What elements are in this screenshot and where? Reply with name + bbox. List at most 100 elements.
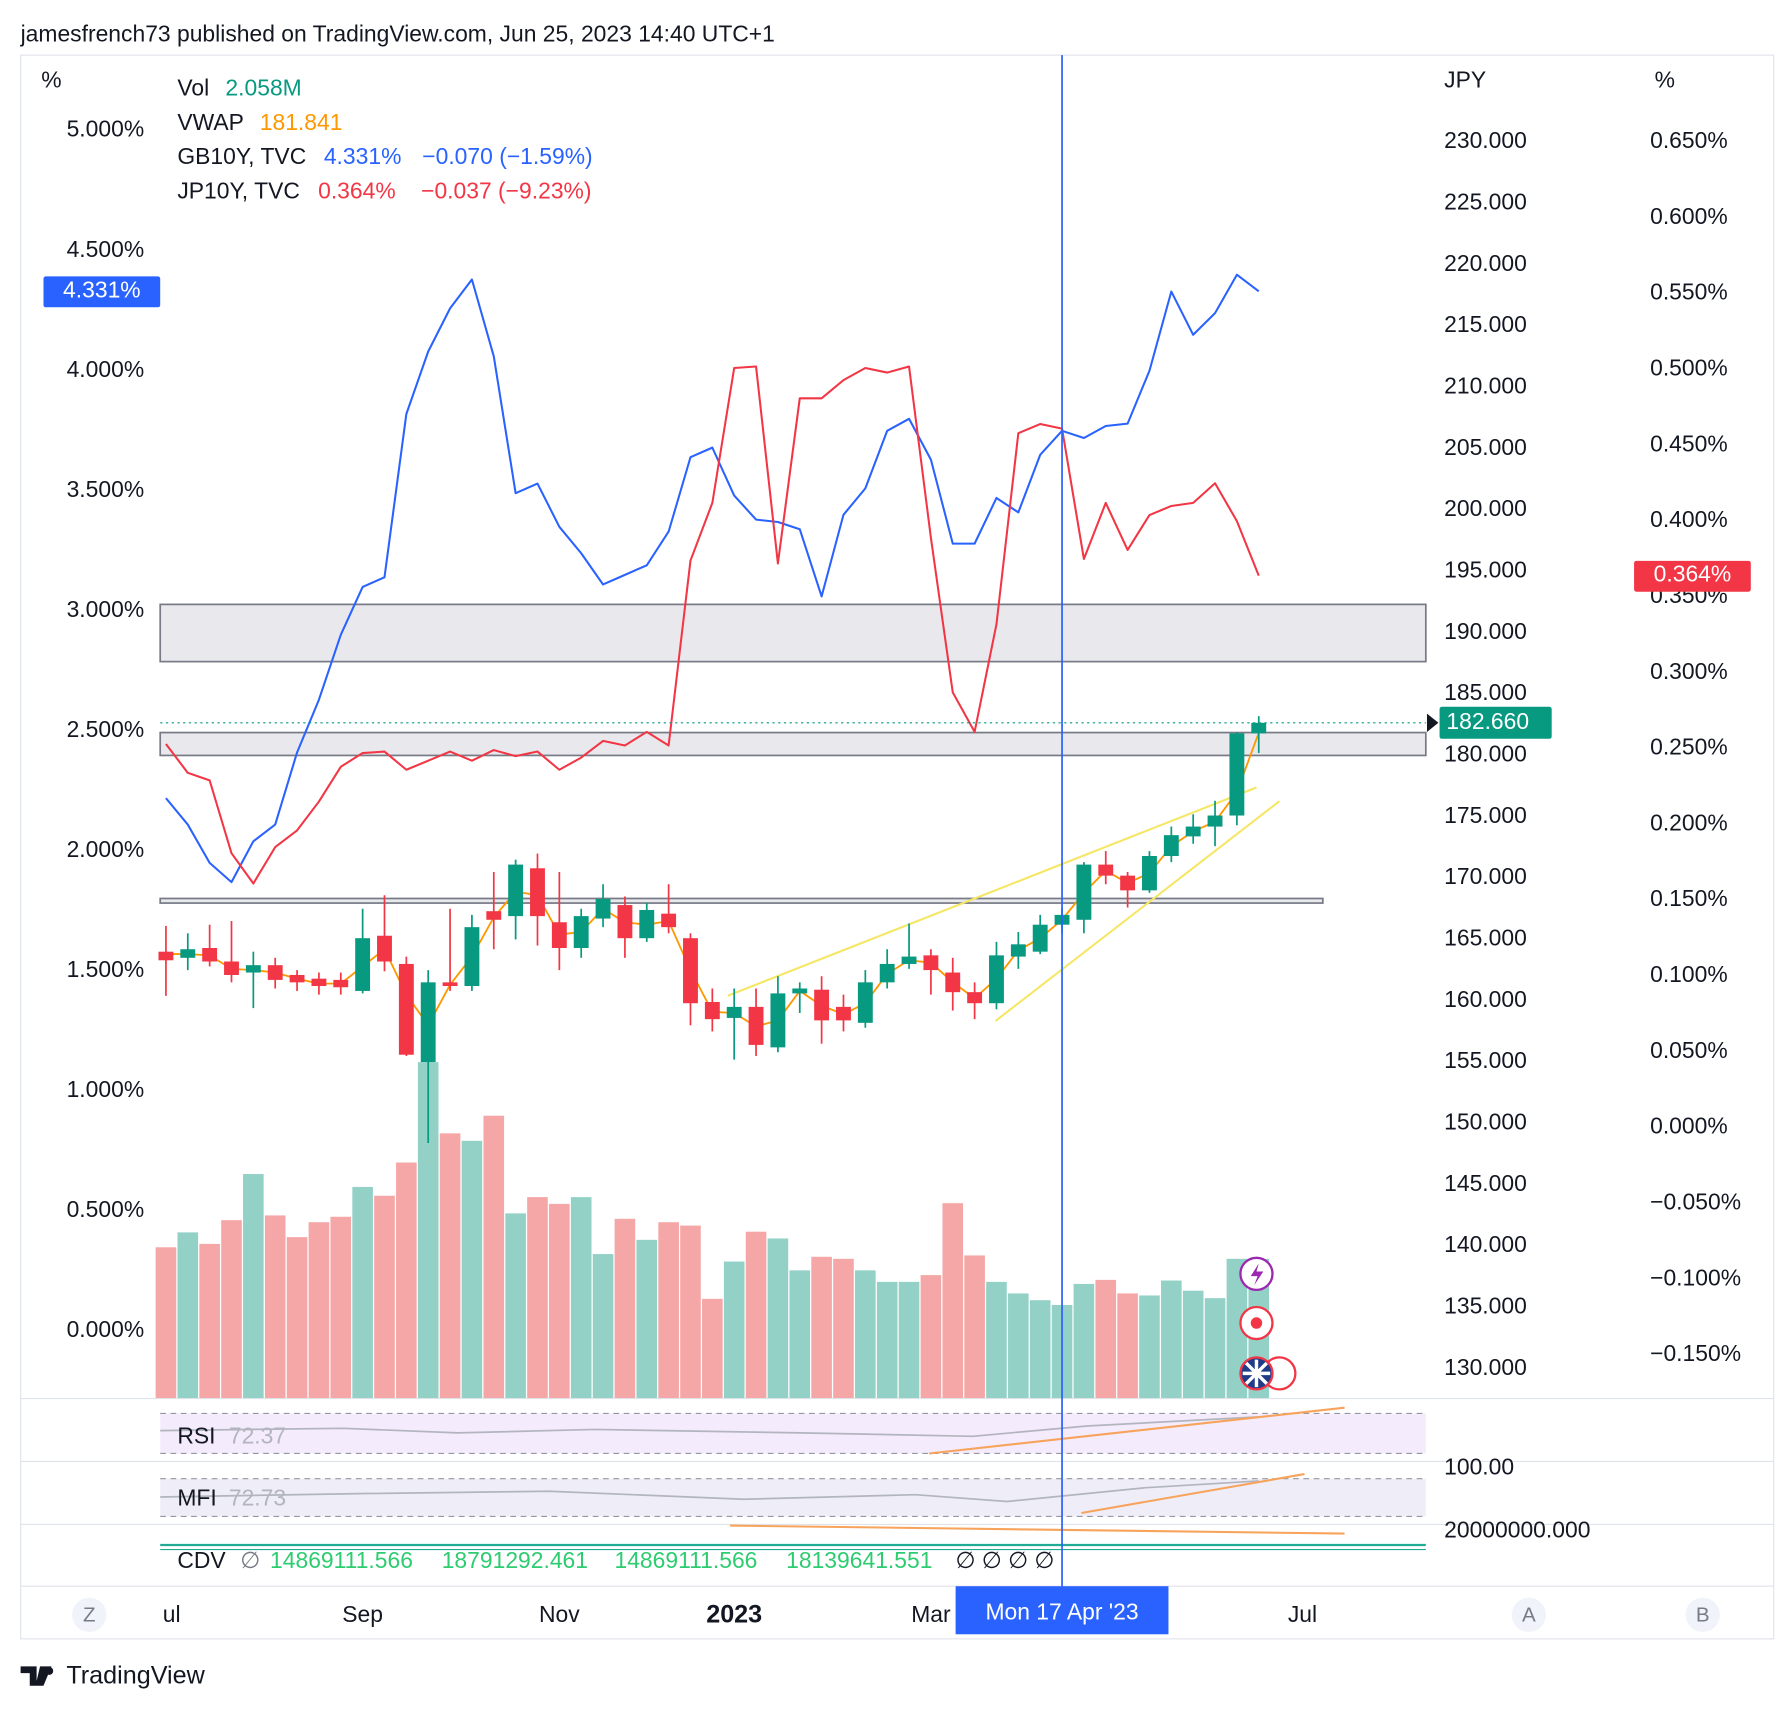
line-series	[165, 732, 1260, 1028]
volume-bar	[483, 1115, 505, 1399]
rsi-line	[160, 1416, 1259, 1438]
candle-body	[1229, 733, 1245, 816]
panel-name: MFI	[177, 1484, 216, 1510]
x-tick-label: Jul	[1288, 1601, 1317, 1627]
tick-label: 145.000	[1444, 1170, 1527, 1196]
volume-bar	[243, 1174, 264, 1399]
zone	[159, 603, 1427, 663]
volume-bar	[330, 1216, 352, 1399]
tick-label: 190.000	[1444, 618, 1527, 644]
volume-bar	[1095, 1279, 1117, 1399]
trend-line	[727, 786, 1257, 997]
candle-body	[530, 868, 545, 917]
candle-body	[683, 938, 698, 1004]
candle-body	[704, 1001, 720, 1020]
candle-body	[1098, 864, 1114, 876]
x-tick-label: Mar	[911, 1601, 951, 1627]
legend-text: GB10Y, TVC	[177, 143, 306, 169]
volume-layer	[155, 1062, 1270, 1399]
button[interactable]	[1511, 1597, 1546, 1632]
legend-text: −0.037 (−9.23%)	[421, 177, 591, 203]
tick-label: 205.000	[1444, 434, 1527, 460]
tick-label: 225.000	[1444, 188, 1527, 214]
candle-body	[661, 913, 677, 928]
panel-value: 18139641.551	[786, 1547, 932, 1573]
tick-label: 0.400%	[1650, 506, 1728, 532]
volume-bar	[833, 1258, 854, 1399]
candle-body	[311, 978, 327, 987]
tick-label: 170.000	[1444, 863, 1527, 889]
candle-body	[158, 951, 174, 961]
event-icons	[1239, 1256, 1297, 1391]
tick-label: 1.500%	[67, 956, 145, 982]
candle-body	[442, 982, 458, 987]
candle-body	[486, 911, 502, 920]
rsi-trend	[929, 1406, 1345, 1455]
volume-bar	[1226, 1258, 1248, 1399]
panel-symbol: ∅	[240, 1547, 260, 1573]
candle-body	[923, 955, 939, 971]
volume-bar	[1204, 1298, 1226, 1399]
legend-text: JP10Y, TVC	[177, 177, 299, 203]
axis-title: %	[41, 66, 61, 92]
tick-label: 0.050%	[1650, 1037, 1728, 1063]
tick-label: 175.000	[1444, 802, 1527, 828]
volume-bar	[264, 1215, 286, 1399]
volume-bar	[636, 1239, 658, 1399]
volume-bar	[1008, 1293, 1029, 1399]
volume-bar	[855, 1270, 876, 1399]
zone	[159, 897, 1324, 904]
candle-body	[967, 992, 983, 1004]
tick-label: 185.000	[1444, 679, 1527, 705]
volume-bar	[177, 1232, 199, 1399]
candle-body	[355, 938, 371, 991]
button-label[interactable]: B	[1696, 1603, 1710, 1626]
tick-label: 220.000	[1444, 250, 1527, 276]
panel-level: 100.00	[1444, 1453, 1514, 1479]
panel-level: 20000000.000	[1444, 1516, 1590, 1542]
volume-bar	[1161, 1280, 1182, 1399]
tick-label: 4.500%	[67, 236, 145, 262]
tick-label: 0.200%	[1650, 809, 1728, 835]
trend-line	[994, 800, 1280, 1022]
zone	[159, 731, 1427, 757]
x-tick-label: Sep	[342, 1601, 383, 1627]
x-tick-label: ul	[163, 1601, 181, 1627]
volume-bar	[1139, 1295, 1160, 1399]
candle-body	[224, 961, 239, 975]
price-tag-label: 182.660	[1446, 708, 1529, 734]
button[interactable]	[1685, 1597, 1720, 1632]
chart-frame	[20, 54, 1775, 1640]
volume-bar	[942, 1203, 964, 1399]
volume-bar	[417, 1062, 439, 1399]
candle-body	[945, 972, 961, 993]
volume-bar	[1117, 1293, 1138, 1399]
volume-bar	[986, 1281, 1007, 1399]
candle-body	[1142, 856, 1157, 891]
tick-label: 140.000	[1444, 1231, 1527, 1257]
panel-value: 18791292.461	[442, 1547, 588, 1573]
tick-label: 0.150%	[1650, 885, 1728, 911]
tick-label: 130.000	[1444, 1354, 1527, 1380]
tick-label: 195.000	[1444, 556, 1527, 582]
tick-label: 0.000%	[1650, 1113, 1728, 1139]
panel-value: 72.73	[229, 1484, 286, 1510]
button[interactable]	[72, 1597, 107, 1632]
volume-bar	[745, 1231, 767, 1399]
legend-text: 181.841	[260, 109, 343, 135]
icon	[1242, 1359, 1271, 1388]
header: jamesfrench73 published on TradingView.c…	[20, 21, 775, 47]
volume-bar	[439, 1133, 461, 1399]
volume-bar	[658, 1222, 679, 1399]
tick-label: 0.650%	[1650, 127, 1728, 153]
x-tick-label: Nov	[539, 1601, 580, 1627]
x-tick-label: 2023	[706, 1601, 762, 1629]
panel-placeholders: ∅ ∅ ∅ ∅	[956, 1547, 1055, 1573]
line-series	[165, 273, 1260, 884]
button-label[interactable]: Z	[83, 1603, 96, 1626]
volume-bar	[352, 1186, 373, 1399]
volume-bar	[308, 1222, 330, 1399]
button-label[interactable]: A	[1522, 1603, 1536, 1626]
value-tag-label: 4.331%	[63, 276, 141, 302]
